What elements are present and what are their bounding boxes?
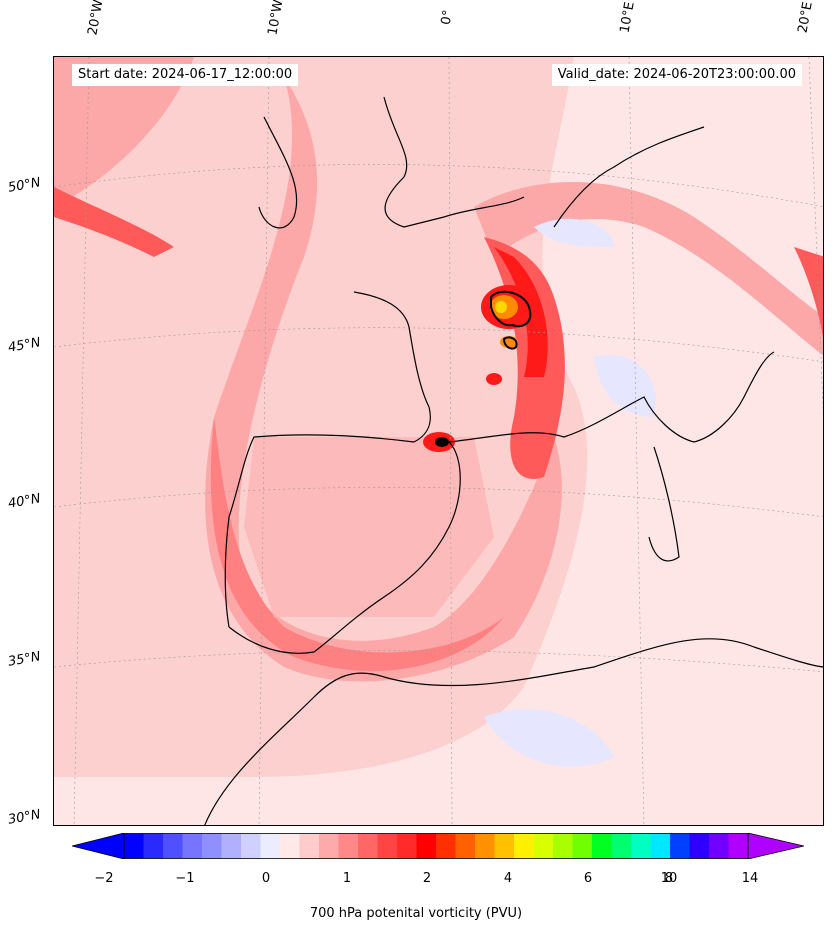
colorbar-segment [455, 833, 476, 859]
colorbar-segment [416, 833, 437, 859]
colorbar-segment [319, 833, 339, 859]
pv-contour-dot [435, 437, 449, 447]
colorbar-segment [689, 833, 710, 859]
colorbar-segment [299, 833, 320, 859]
coast-north-africa [204, 638, 823, 825]
colorbar-segment [397, 833, 417, 859]
colorbar-segment [631, 833, 651, 859]
colorbar-segment [377, 833, 398, 859]
pv-arc-northeast [474, 182, 823, 356]
colorbar-segment [280, 833, 300, 859]
pv-negative-patch-3 [484, 709, 614, 767]
colorbar-tick: −2 [94, 871, 114, 886]
valid-date-label: Valid_date: 2024-06-20T23:00:00.00 [551, 64, 802, 86]
pv-contours [435, 290, 532, 447]
coast-north-sea [553, 126, 705, 228]
lat-label-45n: 45°N [6, 335, 42, 356]
lat-label-40n: 40°N [6, 491, 42, 512]
colorbar-segment [124, 833, 144, 859]
start-date-label: Start date: 2024-06-17_12:00:00 [72, 64, 299, 86]
pv-streak-atlantic [54, 187, 174, 257]
coast-france-atlantic [353, 291, 431, 443]
colorbar-segment [338, 833, 359, 859]
lon-label-20e: 20°E [795, 0, 816, 35]
pv-band-west [205, 77, 562, 682]
colorbar-tick: 6 [583, 871, 593, 886]
colorbar-segments [124, 833, 749, 859]
colorbar-segment [709, 833, 729, 859]
pv-region-northwest [54, 57, 194, 207]
colorbar-caption: 700 hPa potenital vorticity (PVU) [309, 906, 523, 921]
colorbar-tick: 0 [261, 871, 271, 886]
colorbar-tick: 4 [503, 871, 513, 886]
coast-sardinia-corsica [648, 446, 680, 562]
pv-anomaly-yellow [495, 301, 507, 313]
pv-trough-core [484, 237, 565, 479]
coast-iberia-south-east [228, 441, 461, 654]
colorbar-max-arrow [747, 833, 804, 859]
colorbar-segment [514, 833, 534, 859]
pv-anomaly-south [486, 373, 502, 385]
colorbar-segment [494, 833, 515, 859]
colorbar-tick: 8 [664, 871, 674, 886]
lon-label-20w: 20°W [85, 0, 107, 37]
lat-label-35n: 35°N [6, 649, 42, 670]
coast-iberia-north-west [224, 434, 415, 628]
pv-region-east-edge [794, 247, 823, 338]
colorbar-segment [670, 833, 690, 859]
pv-field [54, 57, 823, 825]
colorbar-segment [358, 833, 378, 859]
colorbar-frame [123, 833, 749, 859]
colorbar-segment [182, 833, 203, 859]
pv-contour-small [502, 336, 518, 350]
pv-contour-main [490, 290, 532, 327]
colorbar-segment [260, 833, 281, 859]
colorbar-segment [241, 833, 261, 859]
pv-iberia-shade [244, 437, 494, 617]
colorbar-segment [592, 833, 612, 859]
lat-label-30n: 30°N [6, 807, 42, 828]
colorbar-tick: 10 [660, 871, 678, 886]
colorbar-segment [143, 833, 164, 859]
colorbar-segment [611, 833, 632, 859]
colorbar-segment [553, 833, 573, 859]
colorbar-segment [728, 833, 749, 859]
lat-label-50n: 50°N [6, 175, 42, 196]
colorbar-segment [650, 833, 671, 859]
lon-label-10w: 10°W [265, 0, 287, 37]
colorbar-tick: 1 [342, 871, 352, 886]
colorbar [72, 833, 804, 859]
colorbar-segment [221, 833, 242, 859]
colorbar-segment [436, 833, 456, 859]
coast-ireland [258, 116, 298, 229]
coast-italy-adriatic [693, 351, 775, 443]
coastlines [204, 96, 823, 825]
colorbar-tick: −1 [175, 871, 195, 886]
colorbar-segment [475, 833, 495, 859]
coast-france-med-italy [448, 396, 695, 443]
pv-negative-patch-1 [534, 218, 614, 247]
colorbar-segment [572, 833, 593, 859]
colorbar-segment [533, 833, 554, 859]
coast-britain [383, 96, 525, 228]
colorbar-tick: 14 [741, 871, 759, 886]
lon-label-0: 0° [438, 8, 457, 27]
pv-trough-max [494, 247, 548, 377]
colorbar-min-arrow [72, 833, 125, 859]
pv-map [53, 56, 824, 826]
colorbar-segment [163, 833, 183, 859]
pv-negative-patch-2 [594, 355, 656, 417]
lon-label-10e: 10°E [617, 0, 638, 35]
pv-region-light [54, 57, 588, 777]
colorbar-tick: 2 [422, 871, 432, 886]
colorbar-segment [202, 833, 222, 859]
